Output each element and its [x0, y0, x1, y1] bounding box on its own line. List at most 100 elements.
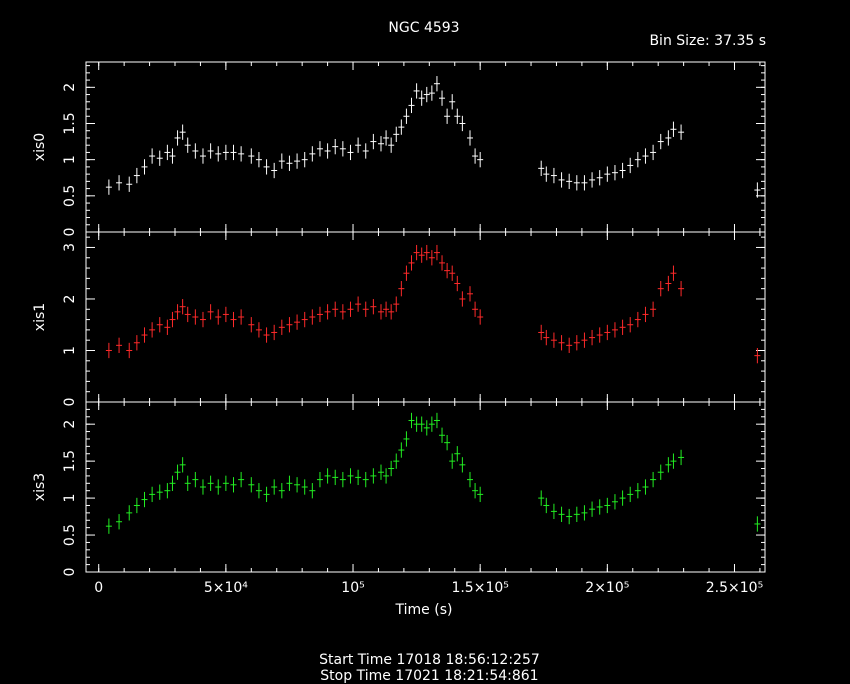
x-tick-label: 2×10⁵: [585, 580, 629, 596]
data-point-xis3: [347, 468, 354, 484]
y-tick-label-xis3: 1.5: [62, 450, 78, 472]
panel-xis3: 0 0.5 1 1.5 2 xis3: [32, 401, 766, 576]
data-point-xis1: [467, 286, 474, 302]
data-point-xis3: [413, 416, 420, 432]
data-point-xis0: [573, 175, 580, 191]
data-point-xis3: [403, 431, 410, 447]
data-point-xis0: [459, 115, 466, 132]
data-point-xis0: [428, 85, 435, 101]
data-point-xis3: [255, 483, 262, 499]
data-point-xis3: [179, 457, 186, 473]
data-point-xis1: [408, 255, 415, 271]
data-point-xis0: [657, 133, 664, 150]
data-point-xis1: [164, 319, 171, 335]
data-point-xis0: [538, 160, 545, 176]
data-point-xis3: [238, 471, 245, 488]
data-point-xis1: [413, 244, 420, 261]
data-point-xis1: [184, 306, 191, 323]
series-label-xis3: xis3: [32, 473, 48, 501]
x-tick-label: 10⁵: [341, 580, 364, 596]
data-point-xis1: [169, 311, 176, 328]
data-point-xis1: [286, 317, 293, 333]
data-point-xis3: [439, 427, 446, 443]
data-point-xis3: [324, 468, 331, 484]
data-point-xis1: [149, 322, 156, 338]
data-point-xis3: [156, 484, 163, 500]
plot-frame-xis3: [85, 401, 766, 573]
data-point-xis3: [678, 449, 685, 466]
data-point-xis0: [566, 173, 573, 190]
data-point-xis0: [116, 175, 123, 191]
y-tick-label-xis3: 0.5: [62, 524, 78, 546]
data-point-xis3: [454, 446, 461, 462]
data-point-xis3: [477, 486, 484, 503]
data-point-xis1: [133, 335, 140, 351]
data-point-xis3: [332, 469, 339, 486]
data-point-xis3: [596, 499, 603, 515]
data-point-xis1: [459, 291, 466, 307]
data-point-xis3: [199, 479, 206, 495]
y-tick-label-xis3: 2: [62, 420, 78, 429]
data-point-xis3: [423, 420, 430, 436]
data-point-xis0: [550, 167, 557, 184]
data-point-xis1: [589, 329, 596, 346]
data-point-xis0: [271, 162, 278, 179]
y-tick-label-xis0: 2: [62, 83, 78, 92]
data-point-xis0: [454, 108, 461, 124]
data-point-xis1: [339, 304, 346, 320]
data-point-xis0: [665, 130, 672, 146]
data-point-xis3: [339, 471, 346, 488]
data-point-xis0: [754, 182, 761, 198]
data-point-xis3: [286, 475, 293, 491]
data-point-xis1: [566, 337, 573, 353]
data-point-xis1: [627, 317, 634, 333]
data-point-xis0: [589, 172, 596, 188]
data-point-xis0: [141, 159, 148, 175]
x-tick-label: 1.5×10⁵: [451, 580, 508, 596]
data-point-xis0: [263, 159, 270, 175]
data-point-xis3: [141, 491, 148, 508]
data-point-xis0: [179, 124, 186, 140]
data-point-xis1: [141, 327, 148, 343]
data-point-xis1: [309, 309, 316, 325]
y-tick-label-xis3: 1: [62, 494, 78, 503]
y-tick-label-xis0: 1: [62, 155, 78, 164]
data-point-xis3: [642, 479, 649, 495]
data-point-xis3: [169, 475, 176, 491]
data-point-xis0: [403, 108, 410, 124]
data-point-xis0: [604, 166, 611, 182]
data-point-xis1: [116, 337, 123, 353]
data-point-xis0: [670, 121, 677, 137]
data-point-xis0: [133, 167, 140, 184]
data-point-xis0: [408, 97, 415, 114]
data-point-xis1: [619, 319, 626, 335]
data-point-xis3: [278, 483, 285, 499]
data-point-xis1: [207, 304, 214, 320]
data-point-xis0: [222, 144, 229, 161]
data-point-xis1: [550, 332, 557, 348]
data-point-xis1: [678, 281, 685, 297]
data-point-xis1: [449, 265, 456, 281]
data-point-xis1: [126, 342, 133, 359]
data-point-xis3: [634, 483, 641, 499]
y-tick-label-xis1: 3: [62, 243, 78, 252]
data-point-xis0: [339, 141, 346, 157]
data-point-xis1: [263, 327, 270, 343]
data-point-xis1: [398, 281, 405, 297]
data-point-xis1: [665, 275, 672, 292]
data-point-xis3: [309, 483, 316, 499]
data-point-xis0: [543, 166, 550, 182]
data-point-xis1: [573, 335, 580, 351]
data-point-xis1: [477, 309, 484, 325]
x-tick-label: 2.5×10⁵: [706, 580, 763, 596]
data-point-xis1: [604, 324, 611, 341]
data-point-xis1: [754, 347, 761, 364]
x-tick-label: 5×10⁴: [204, 580, 248, 596]
data-point-xis0: [472, 148, 479, 164]
series-label-xis1: xis1: [32, 303, 48, 331]
data-point-xis0: [611, 165, 618, 181]
data-point-xis1: [642, 306, 649, 323]
data-point-xis1: [222, 306, 229, 323]
data-point-xis3: [149, 486, 156, 503]
